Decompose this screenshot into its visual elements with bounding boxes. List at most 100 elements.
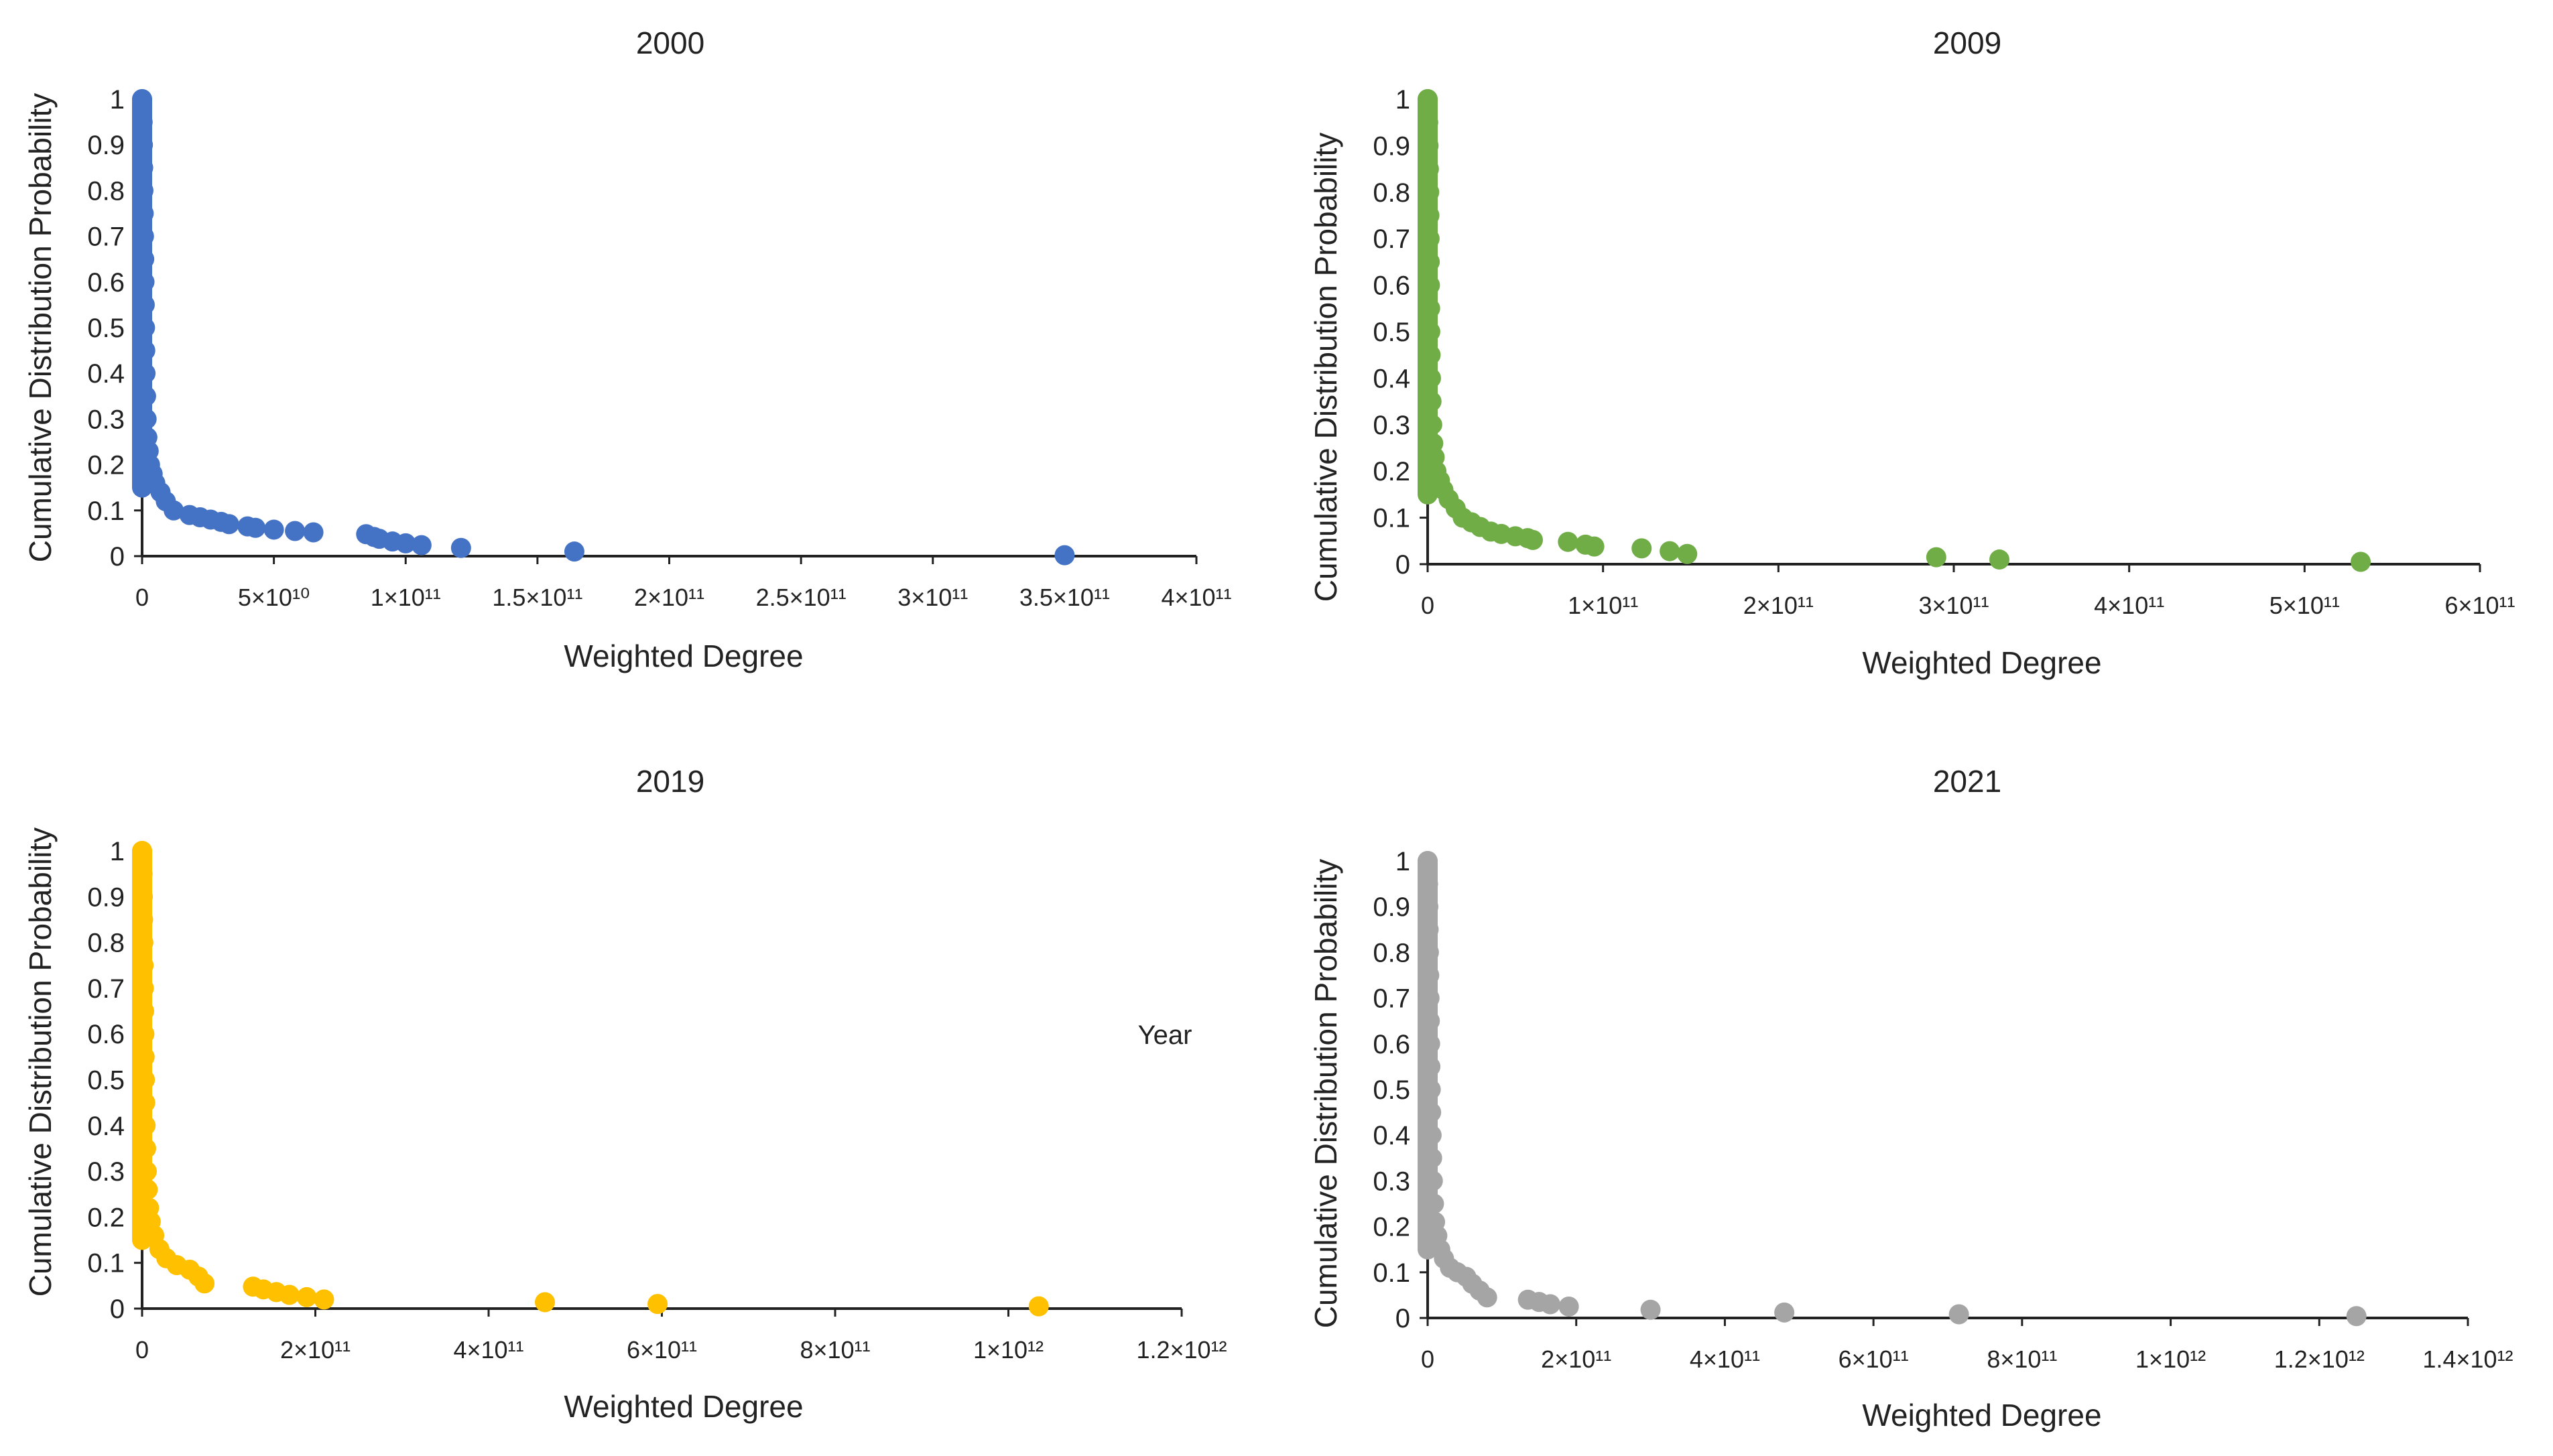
data-point — [1421, 391, 1442, 412]
y-tick-label: 1 — [1395, 85, 1410, 115]
data-point — [1419, 205, 1440, 226]
data-point — [1477, 1287, 1497, 1308]
data-point — [1419, 228, 1440, 249]
data-point — [314, 1289, 334, 1310]
y-tick-label: 0.3 — [1373, 411, 1410, 440]
data-point — [134, 1047, 155, 1067]
y-tick-label: 0.3 — [87, 405, 125, 434]
y-tick-label: 0 — [1395, 550, 1410, 580]
data-point — [133, 955, 154, 976]
data-point — [132, 841, 152, 861]
data-point — [134, 294, 155, 315]
y-tick-label: 0.2 — [1373, 1213, 1410, 1242]
data-point — [285, 521, 306, 541]
x-tick-label: 4×10¹¹ — [1690, 1345, 1760, 1373]
data-point — [133, 180, 153, 201]
data-point — [303, 522, 324, 543]
x-tick-label: 8×10¹¹ — [1987, 1345, 2057, 1373]
y-axis-label: Cumulative Distribution Probability — [23, 93, 58, 563]
data-point — [1420, 1033, 1440, 1054]
data-point — [1418, 942, 1439, 963]
data-point — [1418, 89, 1438, 109]
data-point — [1420, 1056, 1441, 1077]
data-point — [135, 386, 156, 407]
data-point — [133, 886, 153, 907]
y-tick-label: 0.7 — [87, 974, 125, 1004]
x-tick-label: 1.2×10¹² — [1136, 1336, 1227, 1364]
x-tick-label: 1.5×10¹¹ — [492, 584, 582, 611]
x-tick-label: 4×10¹¹ — [1161, 584, 1231, 611]
y-tick-label: 0.5 — [1373, 318, 1410, 347]
data-point — [134, 271, 155, 292]
data-point — [1419, 965, 1440, 986]
y-axis-label: Cumulative Distribution Probability — [1308, 859, 1343, 1329]
y-tick-label: 0.9 — [87, 131, 125, 160]
y-tick-label: 0.3 — [1373, 1167, 1410, 1196]
data-point — [296, 1286, 317, 1307]
data-point — [135, 1115, 156, 1136]
data-point — [1419, 988, 1440, 1008]
data-point — [1774, 1302, 1795, 1323]
data-point — [135, 1138, 156, 1159]
data-point — [1420, 368, 1441, 389]
y-tick-label: 0.1 — [1373, 504, 1410, 533]
data-point — [1420, 322, 1440, 342]
x-axis-label: Weighted Degree — [564, 1389, 803, 1424]
y-tick-label: 0.8 — [1373, 938, 1410, 968]
x-tick-label: 6×10¹¹ — [1839, 1345, 1909, 1373]
data-point — [132, 89, 152, 109]
y-tick-label: 0.2 — [1373, 457, 1410, 486]
chart-title: 2009 — [1933, 25, 2001, 60]
x-tick-label: 2×10¹¹ — [1743, 592, 1814, 619]
x-tick-label: 0 — [1421, 592, 1434, 619]
data-point — [2351, 551, 2371, 572]
data-point — [1948, 1304, 1969, 1325]
data-point — [1640, 1299, 1661, 1320]
data-point — [133, 1001, 154, 1022]
data-point — [1028, 1296, 1049, 1317]
chart-title: 2000 — [636, 25, 704, 60]
chart-2009: 2009 Cumulative Distribution Probability… — [1308, 25, 2515, 680]
data-point — [1420, 1079, 1441, 1100]
data-point — [194, 1273, 215, 1294]
data-point — [1584, 536, 1605, 557]
x-tick-label: 1×10¹² — [2135, 1345, 2206, 1373]
y-tick-label: 0.3 — [87, 1157, 125, 1187]
y-tick-label: 0.9 — [87, 882, 125, 912]
data-point — [136, 409, 157, 429]
y-tick-label: 0.5 — [87, 1066, 125, 1096]
chart-title: 2019 — [636, 764, 704, 799]
x-tick-label: 1.2×10¹² — [2274, 1345, 2365, 1373]
data-point — [647, 1294, 668, 1315]
data-point — [1420, 275, 1440, 295]
data-point — [1418, 851, 1438, 871]
y-tick-label: 0.6 — [87, 268, 125, 297]
data-point — [132, 112, 153, 133]
y-tick-label: 0.6 — [1373, 271, 1410, 301]
data-point — [133, 226, 154, 247]
y-tick-label: 0 — [110, 1295, 125, 1324]
data-point — [1418, 159, 1439, 180]
data-point — [1421, 1102, 1442, 1123]
data-point — [1558, 1296, 1579, 1317]
data-point — [411, 535, 432, 555]
y-tick-label: 0.6 — [87, 1020, 125, 1049]
x-tick-label: 2.5×10¹¹ — [756, 584, 847, 611]
data-point — [1420, 298, 1440, 319]
y-tick-label: 0 — [1395, 1304, 1410, 1333]
x-tick-label: 3×10¹¹ — [897, 584, 968, 611]
x-axis-label: Weighted Degree — [564, 639, 803, 673]
y-axis-label: Cumulative Distribution Probability — [1308, 133, 1343, 602]
data-point — [133, 157, 153, 178]
x-tick-label: 6×10¹¹ — [627, 1336, 697, 1364]
y-tick-label: 0.2 — [87, 451, 125, 480]
data-point — [1989, 549, 2010, 570]
y-tick-label: 0.7 — [87, 222, 125, 252]
data-point — [136, 1161, 157, 1182]
x-tick-label: 5×10¹⁰ — [238, 584, 310, 611]
data-point — [1421, 1125, 1442, 1146]
x-tick-label: 4×10¹¹ — [453, 1336, 523, 1364]
data-point — [135, 1069, 155, 1090]
data-point — [1420, 1010, 1440, 1031]
